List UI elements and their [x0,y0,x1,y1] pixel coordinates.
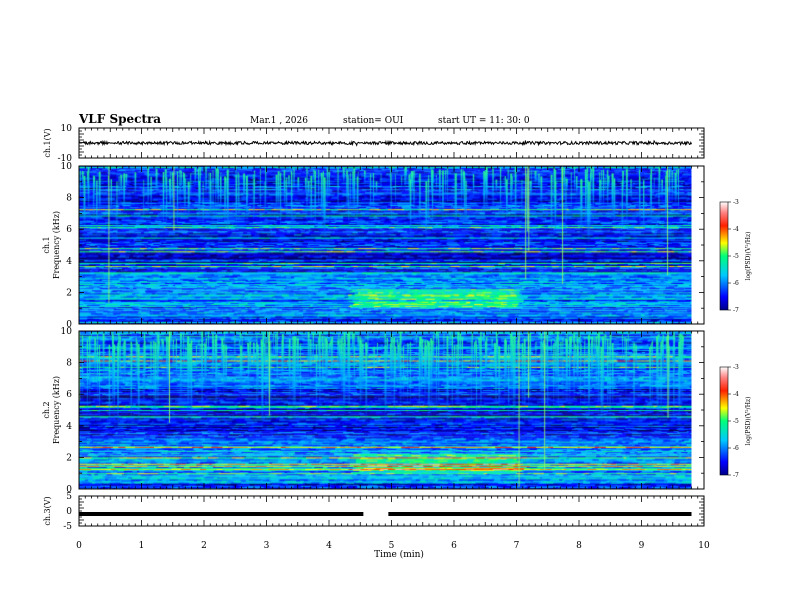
ch2-colorbar-label: log(PSD)(V²/Hz) [745,397,752,446]
frequency-tick-label: 0 [66,485,72,495]
frequency-tick-label: 6 [66,225,72,235]
ch2-colorbar-ticks: -3 -4 -5 -6 -7 [728,364,739,479]
ch2-spectrogram-ylabel: Frequency (kHz) [52,376,61,444]
time-tick-label: 0 [76,541,82,551]
colorbar-tick-label: -4 [733,226,739,233]
spectrogram-no-data-area [691,331,704,489]
colorbar-tick-label: -4 [733,391,739,398]
ch1-waveform-trace [78,139,692,147]
ch3-waveform-ylabel: ch.3(V) [43,496,52,525]
ch3-waveform-ytick-top: 5 [66,492,72,502]
time-tick-label: 5 [389,541,395,551]
ch1-waveform-ytick-bottom: -10 [58,154,73,164]
start-time-label: start UT = 11: 30: 0 [438,116,530,126]
figure-title: VLF Spectra [78,112,161,126]
spectrogram-bitmap [79,331,692,489]
ch1-colorbar-gradient [719,201,729,311]
time-tick-label: 1 [139,541,145,551]
ch1-spectrogram-ytick-labels: 0 2 4 6 8 10 [61,162,73,330]
frequency-tick-label: 10 [61,327,73,337]
ch1-colorbar-label: log(PSD)(V²/Hz) [745,232,752,281]
colorbar-tick-label: -3 [733,364,739,371]
date-label: Mar.1 , 2026 [250,116,308,126]
ch1-waveform-line [78,139,692,147]
ch1-spectrogram-ylabel: Frequency (kHz) [52,211,61,279]
ch1-waveform-panel: 10 -10 ch.1(V) [43,124,705,164]
time-tick-label: 10 [698,541,710,551]
ch3-waveform-ticks [79,495,704,527]
frequency-tick-label: 2 [66,453,72,463]
frequency-tick-label: 2 [66,288,72,298]
colorbar-tick-label: -7 [733,472,739,479]
ch1-spectrogram-ylabel-channel: ch.1 [42,236,51,253]
ch1-spectrogram-panel: 0 2 4 6 8 10 ch.1 Frequency (kHz) [42,162,705,330]
time-tick-label: 2 [201,541,207,551]
time-axis-tick-labels: 0 1 2 3 4 5 6 7 8 9 10 [76,541,710,551]
ch2-spectrogram-ylabel-channel: ch.2 [42,401,51,418]
time-tick-label: 7 [514,541,520,551]
colorbar-tick-label: -5 [733,253,739,260]
ch2-colorbar: -3 -4 -5 -6 -7 log(PSD)(V²/Hz) [719,364,752,479]
colorbar-tick-label: -5 [733,418,739,425]
ch1-spectrogram-ticks [79,165,704,325]
ch1-spectrogram-image [79,166,704,324]
ch3-waveform-ytick-mid: 0 [66,507,72,517]
ch1-waveform-ticks [79,127,704,159]
colorbar-tick-label: -7 [733,307,739,314]
colorbar-tick-label: -3 [733,199,739,206]
ch3-waveform-panel: 5 0 -5 ch.3(V) [43,492,705,532]
time-tick-label: 4 [326,541,332,551]
ch2-colorbar-gradient [719,366,729,476]
frequency-tick-label: 4 [66,257,72,267]
time-tick-label: 9 [639,541,645,551]
frequency-tick-label: 4 [66,422,72,432]
ch2-spectrogram-ytick-labels: 0 2 4 6 8 10 [61,327,73,495]
ch1-colorbar-ticks: -3 -4 -5 -6 -7 [728,199,739,314]
spectrogram-no-data-area [691,166,704,324]
time-axis-label: Time (min) [374,549,424,560]
frequency-tick-label: 0 [66,320,72,330]
ch2-spectrogram-image [79,331,704,489]
time-tick-label: 8 [576,541,582,551]
time-tick-label: 6 [451,541,457,551]
ch1-waveform-ytick-top: 10 [61,124,73,134]
colorbar-tick-label: -6 [733,280,739,287]
colorbar-tick-label: -6 [733,445,739,452]
ch2-spectrogram-ticks [79,330,704,490]
frequency-tick-label: 6 [66,390,72,400]
ch1-colorbar: -3 -4 -5 -6 -7 log(PSD)(V²/Hz) [719,199,752,314]
ch1-waveform-ylabel: ch.1(V) [43,128,52,157]
ch2-spectrogram-panel: 0 2 4 6 8 10 ch.2 Frequency (kHz) [42,327,705,495]
ch3-waveform-ytick-bottom: -5 [63,522,72,532]
station-label: station= OUI [343,116,404,126]
frequency-tick-label: 10 [61,162,73,172]
spectrogram-bitmap [79,166,692,324]
time-tick-label: 3 [264,541,270,551]
frequency-tick-label: 8 [66,359,72,369]
frequency-tick-label: 8 [66,194,72,204]
